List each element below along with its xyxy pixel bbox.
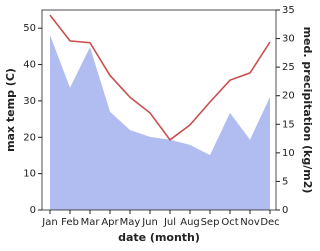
x-axis-label: date (month) <box>118 231 200 244</box>
x-tick-label: Mar <box>81 217 101 228</box>
y2-tick-label: 35 <box>282 5 295 16</box>
temp-line <box>49 14 271 141</box>
y-tick-label: 0 <box>30 205 36 216</box>
x-tick-label: Jul <box>163 217 176 228</box>
y2-tick-label: 20 <box>282 91 295 102</box>
x-tick-label: Nov <box>240 217 260 228</box>
x-tick-label: Apr <box>101 217 119 228</box>
y-axis-label: max temp (C) <box>4 68 17 152</box>
y2-tick-label: 10 <box>282 148 295 159</box>
x-tick-label: Oct <box>221 217 238 228</box>
x-tick-label: Jan <box>41 217 57 228</box>
y2-tick-label: 25 <box>282 62 295 73</box>
x-tick-label: Aug <box>180 217 200 228</box>
x-tick-label: Feb <box>61 217 79 228</box>
y2-tick-label: 30 <box>282 34 295 45</box>
y-tick-label: 10 <box>23 169 36 180</box>
x-tick-label: Jun <box>141 217 158 228</box>
y-tick-label: 30 <box>23 96 36 107</box>
x-tick-label: May <box>120 217 141 228</box>
y-tick-label: 40 <box>23 60 36 71</box>
y-tick-label: 50 <box>23 23 36 34</box>
y2-axis-label: med. precipitation (kg/m2) <box>301 27 314 194</box>
x-tick-label: Dec <box>260 217 279 228</box>
precip-area <box>50 35 270 211</box>
plot-frame <box>41 9 277 211</box>
x-tick-label: Sep <box>201 217 220 228</box>
y2-tick-label: 15 <box>282 119 295 130</box>
y-tick-label: 20 <box>23 132 36 143</box>
chart: date (month) max temp (C) med. precipita… <box>4 5 314 244</box>
y2-tick-label: 0 <box>282 205 288 216</box>
y2-tick-label: 5 <box>282 176 288 187</box>
